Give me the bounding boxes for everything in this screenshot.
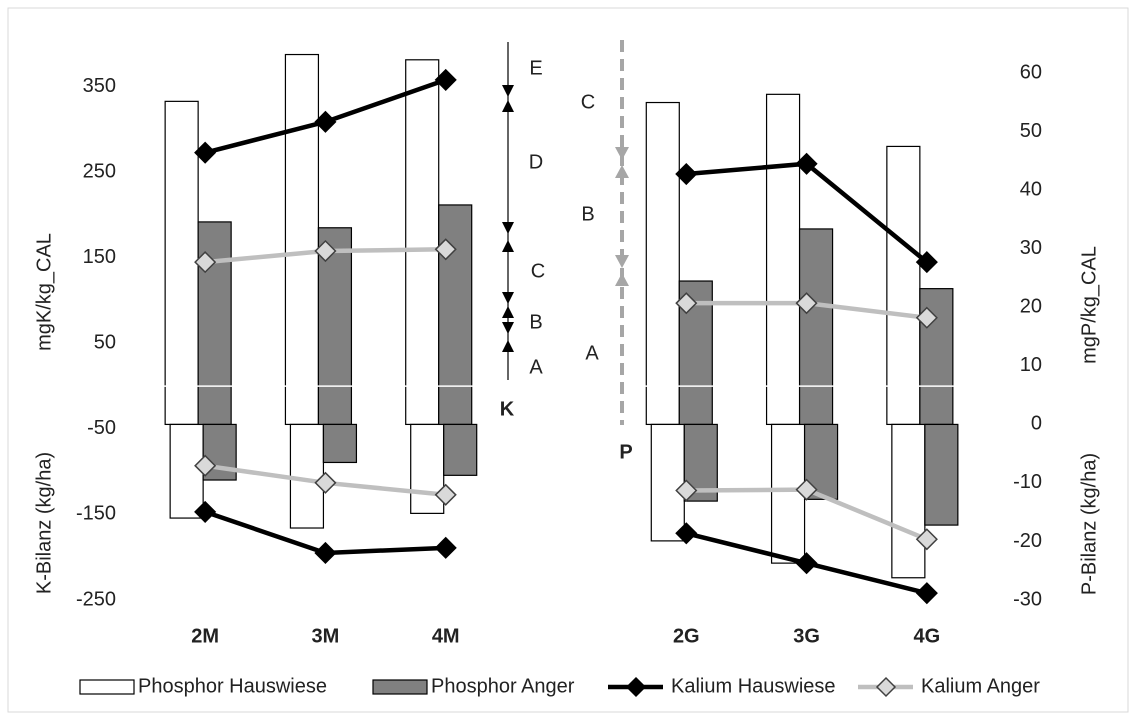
marker bbox=[434, 536, 457, 559]
p-scale-arrows bbox=[615, 147, 629, 286]
marker bbox=[915, 582, 938, 605]
bar bbox=[438, 204, 473, 426]
k-zone: C bbox=[531, 260, 545, 282]
bar bbox=[443, 423, 478, 476]
bar bbox=[886, 145, 921, 426]
legend-label: Phosphor Anger bbox=[431, 675, 575, 697]
x-tick-label: 3M bbox=[312, 625, 340, 647]
y2-tick-label: 30 bbox=[1020, 237, 1042, 259]
lines bbox=[194, 68, 938, 605]
x-tick-label: 3G bbox=[793, 625, 820, 647]
y2-tick-label: 0 bbox=[1031, 413, 1042, 435]
p-zone: A bbox=[585, 342, 599, 364]
bar bbox=[650, 423, 685, 542]
marker bbox=[675, 479, 698, 502]
p-zone: B bbox=[581, 203, 594, 225]
legend: Phosphor Hauswiese Phosphor Anger Kalium H… bbox=[79, 675, 1040, 698]
y-tick-label: 150 bbox=[83, 246, 116, 268]
k-label: K bbox=[500, 398, 515, 420]
bar bbox=[770, 423, 806, 564]
x-tick-label: 2M bbox=[191, 625, 219, 647]
y2-tick-label: -10 bbox=[1013, 471, 1042, 493]
y2-tick-label: 50 bbox=[1020, 120, 1042, 142]
marker bbox=[314, 541, 337, 565]
bar bbox=[645, 101, 680, 426]
legend-marker bbox=[625, 676, 647, 698]
bar bbox=[169, 423, 204, 519]
k-zone: D bbox=[529, 151, 543, 173]
k-scale-arrows bbox=[502, 85, 514, 352]
annotations: E D C B A K C B A P bbox=[500, 40, 633, 463]
y2-tick-label: 60 bbox=[1020, 62, 1042, 84]
legend-label: Kalium Anger bbox=[921, 675, 1040, 697]
bar bbox=[765, 93, 801, 426]
y2-axis-title-lower: P-Bilanz (kg/ha) bbox=[1078, 453, 1100, 595]
k-zone: E bbox=[529, 57, 542, 79]
y2-tick-label: 20 bbox=[1020, 296, 1042, 318]
k-zone: A bbox=[529, 356, 543, 378]
x-tick-label: 2G bbox=[673, 625, 700, 647]
marker bbox=[434, 483, 457, 506]
bar bbox=[322, 423, 358, 464]
legend-swatch bbox=[79, 679, 135, 695]
marker bbox=[194, 500, 217, 523]
marker bbox=[795, 152, 818, 175]
y2-tick-label: -30 bbox=[1013, 588, 1042, 610]
y-tick-label: 350 bbox=[83, 75, 116, 97]
marker bbox=[675, 522, 698, 545]
bar bbox=[891, 423, 926, 579]
marker bbox=[194, 454, 217, 477]
labels: mgK/kg_CAL K-Bilanz (kg/ha) mgP/kg_CAL P… bbox=[33, 62, 1100, 648]
marker bbox=[675, 162, 698, 186]
bar bbox=[798, 228, 834, 426]
p-label: P bbox=[619, 441, 632, 463]
marker bbox=[314, 110, 337, 133]
legend-marker bbox=[875, 676, 897, 698]
bars bbox=[143, 53, 985, 579]
y-tick-label: -250 bbox=[76, 588, 116, 610]
marker bbox=[314, 471, 337, 494]
marker bbox=[434, 68, 457, 91]
marker bbox=[675, 292, 698, 315]
y-tick-label: 50 bbox=[94, 332, 116, 354]
marker bbox=[194, 141, 217, 164]
marker bbox=[915, 251, 938, 274]
k-zone: B bbox=[529, 311, 542, 333]
bar bbox=[924, 423, 959, 526]
y2-axis-title: mgP/kg_CAL bbox=[1078, 246, 1100, 364]
y-axis-title-lower: K-Bilanz (kg/ha) bbox=[33, 452, 55, 594]
marker bbox=[915, 528, 938, 551]
p-zone: C bbox=[581, 91, 595, 113]
marker bbox=[434, 238, 457, 261]
y-tick-label: 250 bbox=[83, 161, 116, 183]
marker bbox=[795, 292, 818, 315]
legend-label: Phosphor Hauswiese bbox=[138, 675, 327, 697]
marker bbox=[314, 239, 337, 263]
x-tick-label: 4G bbox=[914, 625, 941, 647]
y2-tick-label: 10 bbox=[1020, 354, 1042, 376]
bar bbox=[197, 221, 232, 426]
y2-tick-label: 40 bbox=[1020, 179, 1042, 201]
bar bbox=[405, 59, 440, 426]
marker bbox=[795, 552, 818, 575]
bar bbox=[289, 423, 325, 529]
marker bbox=[795, 478, 818, 501]
bar bbox=[164, 100, 199, 426]
bar bbox=[284, 53, 320, 426]
marker bbox=[915, 306, 938, 329]
y-tick-label: -50 bbox=[87, 417, 116, 439]
y2-tick-label: -20 bbox=[1013, 530, 1042, 552]
bar bbox=[410, 423, 445, 514]
y-axis-title: mgK/kg_CAL bbox=[33, 233, 55, 351]
marker bbox=[194, 251, 217, 274]
legend-swatch bbox=[372, 679, 428, 695]
x-tick-label: 4M bbox=[432, 625, 460, 647]
y-tick-label: -150 bbox=[76, 503, 116, 525]
legend-label: Kalium Hauswiese bbox=[671, 675, 836, 697]
